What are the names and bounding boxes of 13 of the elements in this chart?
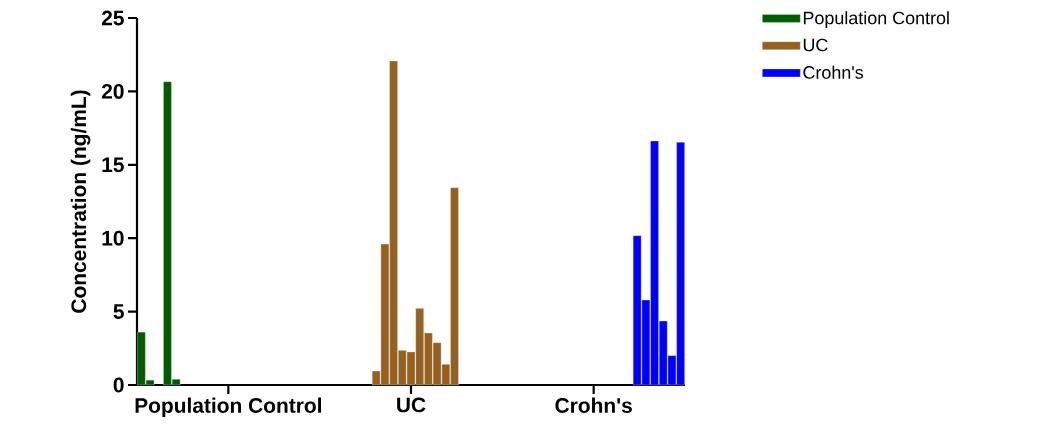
y-tick-label: 5 — [113, 304, 124, 319]
y-tick-label: 0 — [113, 377, 124, 393]
y-tick-label: 25 — [101, 10, 124, 26]
x-tick-label: Population Control — [135, 397, 321, 418]
y-tick-label: 10 — [102, 230, 124, 246]
legend-label: Crohn's — [803, 65, 864, 79]
x-tick-label: UC — [397, 397, 426, 413]
y-axis-title: Concentration (ng/mL) — [70, 90, 91, 313]
y-tick-label: 20 — [101, 83, 124, 99]
x-tick-label: Crohn's — [555, 397, 632, 413]
y-tick-label: 15 — [102, 157, 124, 173]
legend-label: UC — [803, 38, 828, 52]
legend-label: Population Control — [803, 11, 949, 28]
